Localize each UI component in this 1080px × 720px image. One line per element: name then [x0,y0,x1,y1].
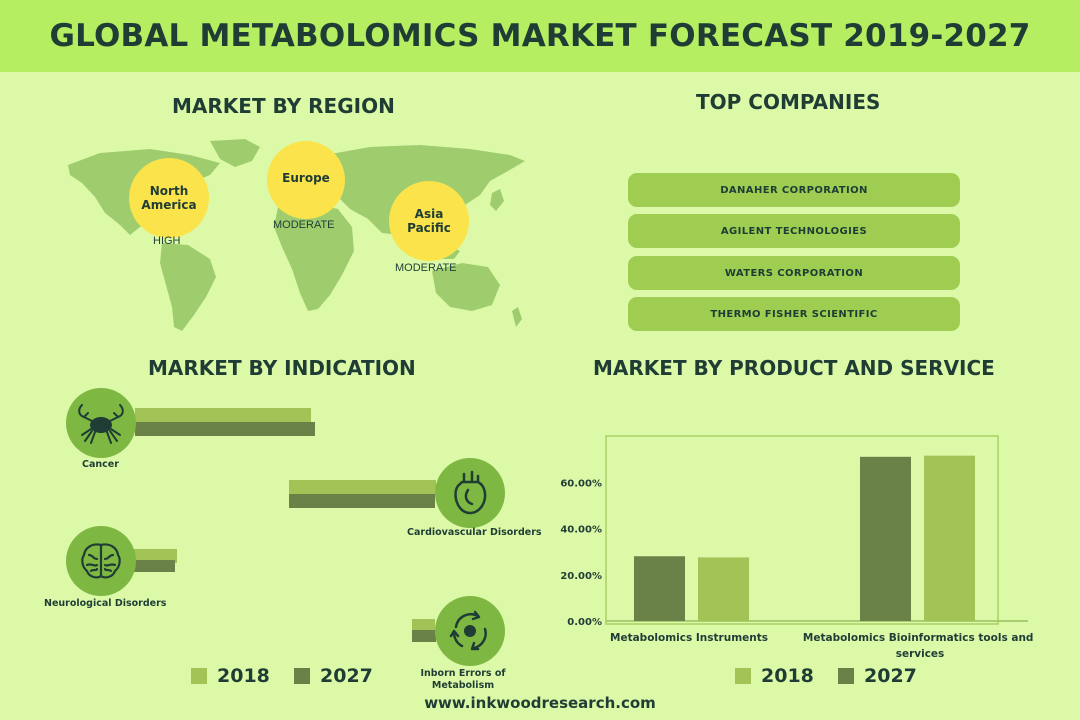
product-bar-2027 [634,556,685,621]
region-north-america-level: HIGH [153,235,181,247]
bar-cardiovascular-2027 [289,494,435,508]
legend-swatch-2018 [735,668,751,684]
heart-icon [454,470,487,515]
company-item: WATERS CORPORATION [628,256,960,290]
product-bar-2027 [860,456,911,621]
brain-icon [81,543,121,579]
product-bar-2018 [924,455,975,621]
legend-right-2027: 2027 [838,665,917,687]
bar-neurological-2027 [134,560,175,572]
legend-label-2027: 2027 [864,665,917,687]
crab-icon [78,404,124,444]
indication-label: Cardiovascular Disorders [407,527,542,538]
product-category-label: Metabolomics Bioinformatics tools and se… [803,632,1037,660]
cycle-icon [449,610,487,651]
region-europe: Europe [267,141,345,219]
page-title: GLOBAL METABOLOMICS MARKET FORECAST 2019… [49,18,1031,54]
y-tick-label: 20.00% [560,571,602,582]
bar-cardiovascular-2018 [289,480,436,494]
legend-swatch-2027 [294,668,310,684]
product-category-label-line1: Metabolomics Bioinformatics tools and [803,632,1034,644]
region-asia-pacific-level: MODERATE [395,262,457,274]
product-category-label: Metabolomics Instruments [610,632,768,644]
companies-section-title: TOP COMPANIES [696,90,881,114]
legend-label-2027: 2027 [320,665,373,687]
indication-cardiovascular-badge [435,458,505,528]
indication-label: Cancer [82,459,119,470]
title-bar: GLOBAL METABOLOMICS MARKET FORECAST 2019… [0,0,1080,72]
indication-cancer-badge [66,388,136,458]
legend-swatch-2018 [191,668,207,684]
region-section-title: MARKET BY REGION [172,94,395,118]
product-bar-2018 [698,557,749,621]
indication-label: Inborn Errors of Metabolism [420,668,506,691]
y-tick-label: 40.00% [560,525,602,536]
region-asia-pacific: Asia Pacific [389,181,469,261]
indication-section-title: MARKET BY INDICATION [148,356,416,380]
product-chart: 0.00% 20.00% 40.00% 60.00% Metabolomics Ins… [560,435,1037,660]
legend-label-2018: 2018 [217,665,270,687]
bar-inborn-2018 [412,619,435,631]
company-item: DANAHER CORPORATION [628,173,960,207]
legend-left: 2018 [191,665,270,687]
chart-frame [605,435,999,625]
legend-right: 2018 [735,665,814,687]
region-north-america: North America [129,158,209,238]
bar-neurological-2018 [134,549,177,563]
y-tick-label: 0.00% [567,617,602,628]
bar-inborn-2027 [412,630,436,642]
bar-cancer-2018 [135,408,311,422]
indication-inborn-badge [435,596,505,666]
company-item: AGILENT TECHNOLOGIES [628,214,960,248]
region-europe-level: MODERATE [273,219,335,231]
legend-left-2027: 2027 [294,665,373,687]
legend-label-2018: 2018 [761,665,814,687]
company-item: THERMO FISHER SCIENTIFIC [628,297,960,331]
footer-url: www.inkwoodresearch.com [424,694,656,712]
product-category-label-line2: services [896,648,945,660]
indication-label: Neurological Disorders [44,598,167,609]
indication-neurological-badge [66,526,136,596]
bar-cancer-2027 [135,422,315,436]
y-tick-label: 60.00% [560,478,602,489]
product-section-title: MARKET BY PRODUCT AND SERVICE [593,356,995,380]
legend-swatch-2027 [838,668,854,684]
